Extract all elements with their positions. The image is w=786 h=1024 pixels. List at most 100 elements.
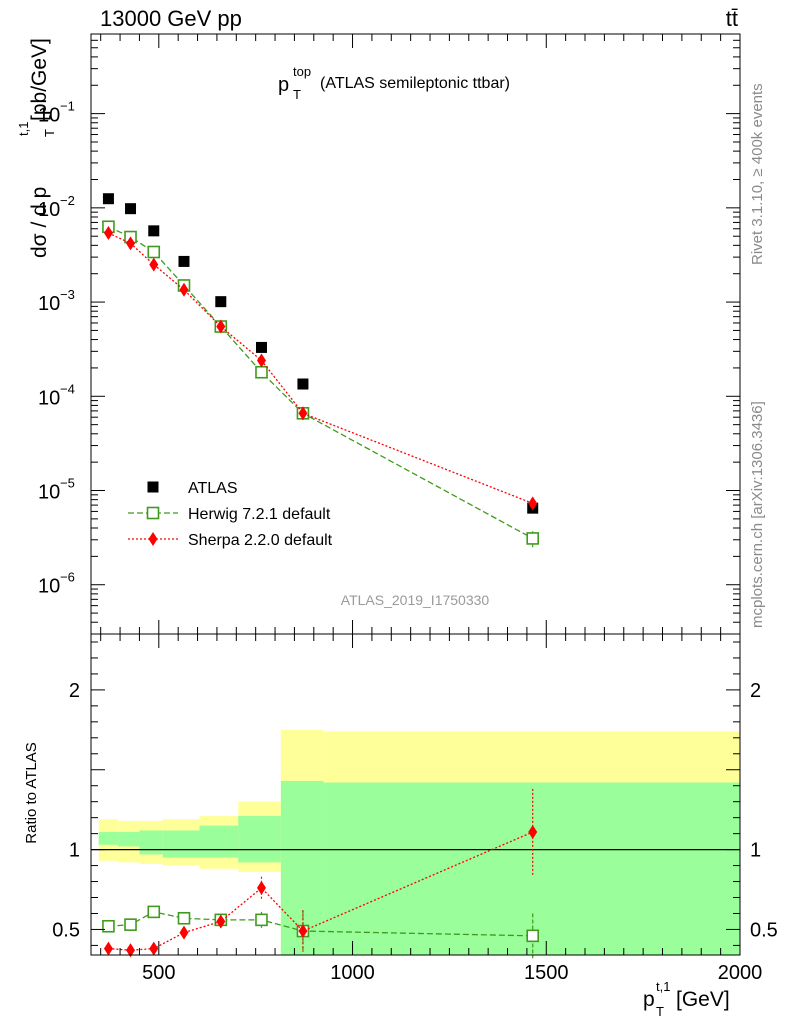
main-panel: 10−110−210−310−410−510−6 p top T (ATLAS … bbox=[16, 33, 741, 635]
y-tick-base: 10 bbox=[38, 482, 60, 504]
data-point bbox=[216, 319, 226, 334]
y-tick-label: 10 −4 bbox=[38, 381, 75, 409]
ratio-point bbox=[147, 905, 161, 919]
ratio-panel: 0.5 0.5 1 1 2 2 500 1000 1500 2000 Ratio to ATLAS… bbox=[23, 633, 778, 1019]
ratio-line bbox=[108, 911, 533, 937]
main-title: p top T (ATLAS semileptonic ttbar) bbox=[278, 64, 510, 102]
ratio-y-tick-label-left: 0.5 bbox=[52, 919, 80, 941]
legend-label: ATLAS bbox=[188, 480, 238, 497]
data-point bbox=[149, 257, 159, 272]
legend-marker bbox=[148, 532, 158, 546]
title-rest: (ATLAS semileptonic ttbar) bbox=[320, 75, 510, 92]
title-sup: top bbox=[293, 64, 311, 79]
y-tick-base: 10 bbox=[38, 387, 60, 409]
ratio-series-sherpa-2-2-0-default bbox=[103, 788, 538, 958]
data-point bbox=[148, 225, 160, 237]
xlabel-main: p bbox=[643, 988, 655, 1011]
xlabel-unit: [GeV] bbox=[676, 988, 730, 1011]
ratio-y-tick-label-left: 2 bbox=[69, 680, 80, 702]
y-tick-base: 10 bbox=[38, 293, 60, 315]
uncertainty-band-inner bbox=[238, 816, 281, 863]
series-herwig-7-2-1-default bbox=[102, 220, 540, 548]
y-tick-exponent: −5 bbox=[60, 476, 75, 491]
uncertainty-band-inner bbox=[323, 782, 740, 955]
y-tick-base: 10 bbox=[38, 576, 60, 598]
data-point bbox=[255, 341, 267, 353]
ratio-line bbox=[108, 831, 533, 951]
data-point bbox=[526, 532, 540, 545]
x-tick-label: 1000 bbox=[330, 962, 375, 984]
legend-marker bbox=[147, 481, 159, 493]
legend-label: Herwig 7.2.1 default bbox=[188, 506, 331, 523]
ylabel-sup: t,1 bbox=[16, 122, 31, 136]
legend-entry: Sherpa 2.2.0 default bbox=[128, 532, 333, 549]
data-point bbox=[178, 255, 190, 267]
ratio-y-tick-label-right: 2 bbox=[750, 680, 761, 702]
legend-entry: Herwig 7.2.1 default bbox=[128, 506, 331, 523]
ratio-point bbox=[298, 924, 308, 939]
series-line bbox=[108, 232, 533, 504]
y-tick-exponent: −3 bbox=[60, 287, 75, 302]
data-point bbox=[215, 296, 227, 308]
ratio-y-tick-label-right: 1 bbox=[750, 840, 761, 862]
ratio-frame bbox=[90, 633, 741, 956]
ratio-point bbox=[126, 943, 136, 958]
y-tick-label: 10 −6 bbox=[38, 570, 75, 598]
ratio-point bbox=[177, 911, 191, 925]
data-point bbox=[179, 282, 189, 297]
x-tick-label: 500 bbox=[142, 962, 175, 984]
ratio-point bbox=[216, 914, 226, 929]
data-point bbox=[126, 236, 136, 251]
legend-label: Sherpa 2.2.0 default bbox=[188, 532, 333, 549]
xlabel-sub: T bbox=[656, 1004, 664, 1019]
data-point bbox=[147, 245, 161, 259]
series-sherpa-2-2-0-default bbox=[103, 226, 538, 511]
data-point bbox=[102, 193, 114, 205]
xlabel-sup: t,1 bbox=[656, 979, 670, 994]
y-tick-exponent: −6 bbox=[60, 570, 75, 585]
data-point bbox=[103, 226, 113, 241]
ratio-point bbox=[103, 941, 113, 956]
data-point bbox=[297, 378, 309, 390]
x-tick-label: 2000 bbox=[718, 962, 763, 984]
uncertainty-band-inner bbox=[98, 832, 119, 845]
y-tick-base: 10 bbox=[38, 105, 60, 127]
series-atlas bbox=[102, 193, 539, 514]
ratio-point bbox=[124, 918, 137, 931]
ratio-point bbox=[179, 925, 189, 940]
y-tick-exponent: −1 bbox=[60, 99, 75, 114]
x-tick-label: 1500 bbox=[524, 962, 569, 984]
analysis-watermark: ATLAS_2019_I1750330 bbox=[341, 592, 490, 608]
uncertainty-band-inner bbox=[199, 825, 239, 858]
ratio-point bbox=[255, 913, 268, 927]
y-tick-label: 10 −3 bbox=[38, 287, 75, 315]
uncertainty-band-inner bbox=[118, 832, 140, 847]
header-energy-label: 13000 GeV pp bbox=[100, 6, 242, 31]
rivet-label: Rivet 3.1.10, ≥ 400k events bbox=[749, 83, 766, 265]
x-axis-label: p t,1 T [GeV] bbox=[643, 979, 730, 1019]
legend-entry: ATLAS bbox=[147, 480, 238, 497]
title-sub: T bbox=[293, 87, 301, 102]
ylabel-main: dσ / d p bbox=[28, 187, 51, 258]
uncertainty-band-inner bbox=[162, 830, 200, 858]
legend: ATLAS Herwig 7.2.1 default Sherpa 2.2.0 de… bbox=[128, 480, 333, 549]
ratio-y-tick-label-right: 0.5 bbox=[750, 919, 778, 941]
uncertainty-band-inner bbox=[139, 830, 163, 855]
data-point bbox=[256, 353, 266, 368]
mcplots-label: mcplots.cern.ch [arXiv:1306.3436] bbox=[749, 401, 766, 628]
ratio-point bbox=[528, 825, 538, 840]
y-tick-exponent: −4 bbox=[60, 381, 75, 396]
series-line bbox=[108, 226, 534, 540]
legend-marker bbox=[146, 506, 160, 520]
y-tick-exponent: −2 bbox=[60, 193, 75, 208]
data-point bbox=[528, 496, 538, 511]
ratio-point bbox=[102, 919, 115, 933]
ratio-point bbox=[149, 941, 159, 956]
title-main: p bbox=[278, 74, 289, 96]
main-y-axis-label: dσ / d p t,1 T [pb/GeV] bbox=[16, 38, 57, 258]
ylabel-sub: T bbox=[42, 129, 57, 137]
y-tick-label: 10 −2 bbox=[38, 193, 75, 221]
y-tick-base: 10 bbox=[38, 199, 60, 221]
ratio-y-axis-label: Ratio to ATLAS bbox=[23, 742, 40, 843]
